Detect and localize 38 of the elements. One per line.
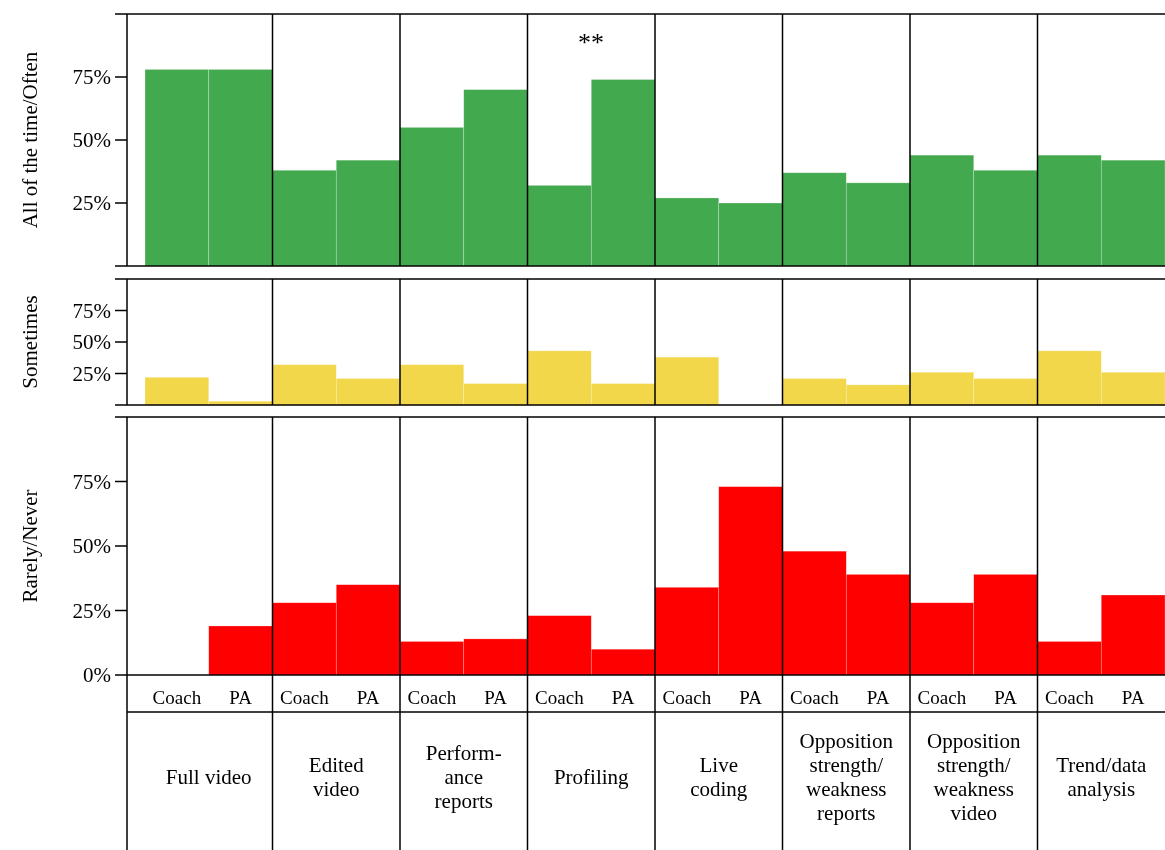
x-tick-label: Live coding (690, 753, 748, 802)
text: Coach (152, 686, 202, 708)
text: Coach (917, 686, 967, 708)
series-label: Coach (280, 686, 330, 708)
x-tick-label: Full video (165, 765, 252, 790)
x-tick-label: Opposition strength/ weakness video (927, 729, 1021, 826)
x-tick-label: Trend/data analysis (1056, 753, 1148, 802)
text: Coach (662, 686, 712, 708)
y-tick-label: 50% (72, 534, 111, 559)
annotation: ** (578, 28, 604, 58)
y-tick-label: 25% (72, 191, 111, 216)
y-tick-label: 25% (72, 361, 111, 386)
y-axis-title: Rarely/Never (18, 489, 43, 603)
x-tick-label: Edited video (308, 753, 365, 802)
text: Coach (1045, 686, 1094, 708)
series-label: PA (229, 686, 253, 708)
text: PA (356, 686, 380, 708)
text: PA (611, 686, 635, 708)
text: Coach (407, 686, 457, 708)
y-tick-label: 0% (83, 663, 111, 688)
x-tick-label: Perform- ance reports (425, 741, 502, 814)
text: Coach (535, 686, 584, 708)
y-tick-label: 50% (72, 330, 111, 355)
y-axis-title: All of the time/Often (18, 51, 43, 229)
text: PA (1121, 686, 1145, 708)
x-tick-label: Profiling (553, 765, 630, 790)
y-tick-label: 75% (72, 65, 111, 90)
y-tick-label: 50% (72, 128, 111, 153)
text: PA (739, 686, 762, 708)
y-tick-label: 75% (72, 298, 111, 323)
x-tick-label: Opposition strength/ weakness reports (799, 729, 894, 826)
text: Coach (790, 686, 839, 708)
y-tick-label: 75% (72, 469, 111, 494)
y-tick-label: 25% (72, 598, 111, 623)
text: PA (866, 686, 890, 708)
text: PA (484, 686, 507, 708)
text: PA (994, 686, 1017, 708)
y-axis-title: Sometimes (18, 295, 43, 389)
